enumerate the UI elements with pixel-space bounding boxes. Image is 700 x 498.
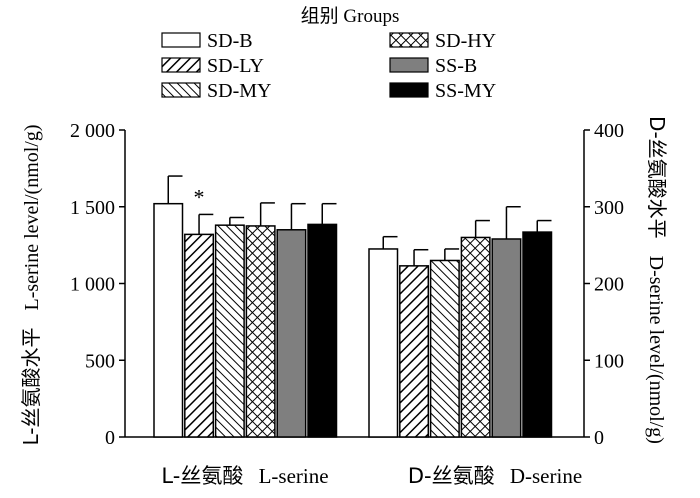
bar-ss-b-d-serine <box>491 238 522 438</box>
legend-label-sd-b: SD-B <box>207 30 253 52</box>
right-tick-label: 100 <box>594 350 624 372</box>
group-label-l-cn: L-丝氨酸 <box>161 464 243 488</box>
left-axis-title-cn: L-丝氨酸水平 <box>19 328 43 446</box>
bar-sd-b-l-serine <box>153 202 184 438</box>
right-axis-title-en: D-serine level/(nmol/g) <box>645 256 667 444</box>
bar-ss-my-l-serine <box>307 223 338 438</box>
legend-label-sd-hy: SD-HY <box>435 30 496 52</box>
left-tick-label: 1 000 <box>70 274 115 296</box>
bar-sd-my-d-serine <box>429 259 460 438</box>
legend-label-sd-my: SD-MY <box>207 80 271 102</box>
bars: * <box>153 175 553 438</box>
significance-marker: * <box>194 184 205 209</box>
bar-ss-my-d-serine <box>522 231 553 438</box>
right-axis-title-cn: D-丝氨酸水平 <box>645 116 669 239</box>
group-label-d-cn: D-丝氨酸 <box>408 464 495 488</box>
left-tick-label: 500 <box>85 350 115 372</box>
legend-swatch-sd-b <box>161 32 201 48</box>
right-tick-label: 0 <box>594 427 604 449</box>
legend-swatch-sd-my <box>161 82 201 98</box>
legend-swatch-sd-hy <box>389 32 429 48</box>
legend: SD-B SD-HY SD-LY SS-B SD-MY SS-MY <box>161 30 496 102</box>
legend-title: 组别 Groups <box>301 5 400 27</box>
right-tick-label: 400 <box>594 120 624 142</box>
left-tick-label: 0 <box>105 427 115 449</box>
legend-label-sd-ly: SD-LY <box>207 55 264 77</box>
legend-swatch-ss-my <box>389 82 429 98</box>
right-tick-label: 200 <box>594 274 624 296</box>
left-axis-title-en: L-serine level/(nmol/g) <box>21 124 43 310</box>
legend-swatch-sd-ly <box>161 57 201 73</box>
left-axis-title: L-丝氨酸水平 L-serine level/(nmol/g) <box>19 124 43 445</box>
bar-sd-hy-l-serine <box>245 225 276 438</box>
legend-swatch-ss-b <box>389 57 429 73</box>
left-tick-label: 2 000 <box>70 120 115 142</box>
right-axis-title: D-丝氨酸水平 D-serine level/(nmol/g) <box>645 116 669 444</box>
bar-sd-b-d-serine <box>368 248 399 438</box>
bar-sd-ly-d-serine <box>399 265 430 438</box>
right-tick-label: 300 <box>594 197 624 219</box>
bar-sd-my-l-serine <box>214 224 245 438</box>
bar-sd-hy-d-serine <box>460 236 491 438</box>
group-label-d-en: D-serine <box>510 464 582 488</box>
left-axis-ticks: 0 500 1 000 1 500 2 000 <box>70 120 125 449</box>
legend-label-ss-my: SS-MY <box>435 80 496 102</box>
group-label-l-en: L-serine <box>259 464 329 488</box>
right-axis-ticks: 0 100 200 300 400 <box>584 120 624 449</box>
left-tick-label: 1 500 <box>70 197 115 219</box>
bar-ss-b-l-serine <box>276 229 307 438</box>
legend-label-ss-b: SS-B <box>435 55 477 77</box>
group-label-d-serine: D-丝氨酸 D-serine <box>408 464 582 488</box>
bar-sd-ly-l-serine <box>184 233 215 438</box>
group-label-l-serine: L-丝氨酸 L-serine <box>161 464 328 488</box>
